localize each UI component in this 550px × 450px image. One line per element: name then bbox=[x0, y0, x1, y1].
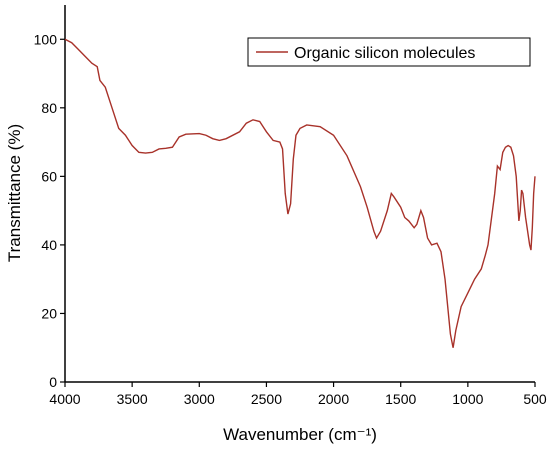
y-tick-label: 0 bbox=[49, 374, 57, 390]
x-tick-label: 1500 bbox=[385, 391, 416, 407]
y-tick-label: 40 bbox=[41, 237, 57, 253]
y-tick-label: 80 bbox=[41, 100, 57, 116]
x-tick-label: 1000 bbox=[452, 391, 483, 407]
x-tick-label: 4000 bbox=[49, 391, 80, 407]
x-tick-label: 3000 bbox=[184, 391, 215, 407]
y-tick-label: 60 bbox=[41, 168, 57, 184]
line bbox=[64, 38, 536, 348]
y-axis-label: Transmittance (%) bbox=[5, 124, 24, 262]
legend-label: Organic silicon molecules bbox=[294, 45, 475, 62]
x-tick-label: 500 bbox=[523, 391, 547, 407]
x-tick-label: 2500 bbox=[251, 391, 282, 407]
y-tick-label: 20 bbox=[41, 305, 57, 321]
legend-box bbox=[247, 37, 531, 67]
x-tick-label: 3500 bbox=[117, 391, 148, 407]
y-tick-label: 100 bbox=[34, 31, 58, 47]
x-axis-label: Wavenumber (cm⁻¹) bbox=[223, 425, 377, 444]
x-tick-label: 2000 bbox=[318, 391, 349, 407]
